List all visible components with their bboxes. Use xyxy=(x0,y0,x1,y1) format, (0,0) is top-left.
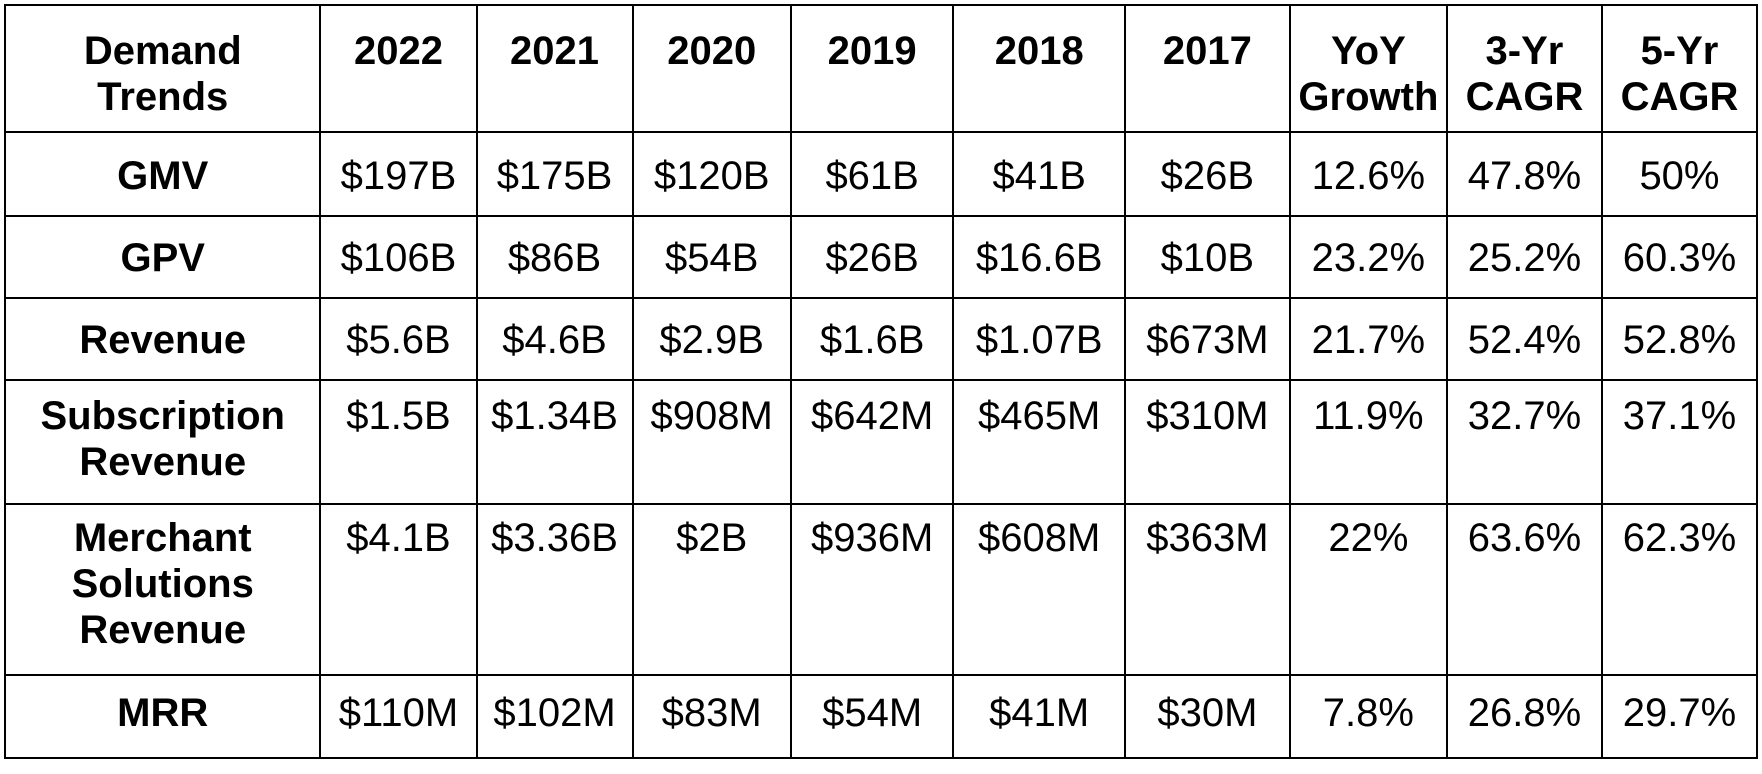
table-cell: 52.8% xyxy=(1600,297,1759,381)
row-label-gpv: GPV xyxy=(3,215,322,299)
header-text: 5-Yr xyxy=(1640,29,1719,73)
demand-trends-table: Demand Trends 2022 2021 2020 2019 2018 2… xyxy=(3,4,1759,759)
header-text: 3-Yr xyxy=(1485,29,1564,73)
table-cell: $4.1B xyxy=(319,503,478,676)
table-cell: $106B xyxy=(319,215,478,299)
table-cell: $120B xyxy=(631,131,792,217)
table-cell: $673M xyxy=(1123,297,1291,381)
table-row-subscription-revenue: Subscription Revenue $1.5B $1.34B $908M … xyxy=(3,379,1759,505)
table-cell: 12.6% xyxy=(1288,131,1448,217)
header-text: CAGR xyxy=(1465,75,1584,119)
row-label-gmv: GMV xyxy=(3,131,322,217)
row-label-merchant-solutions-revenue: Merchant Solutions Revenue xyxy=(3,503,322,676)
header-5yr-cagr: 5-Yr CAGR xyxy=(1600,4,1759,133)
header-2022: 2022 xyxy=(319,4,478,133)
table-cell: $2B xyxy=(631,503,792,676)
header-text: Demand xyxy=(83,29,242,73)
table-cell: $608M xyxy=(952,503,1126,676)
table-cell: $86B xyxy=(475,215,634,299)
table-cell: 32.7% xyxy=(1445,379,1603,505)
table-cell: 62.3% xyxy=(1600,503,1759,676)
table-cell: $83M xyxy=(631,674,792,759)
table-cell: $5.6B xyxy=(319,297,478,381)
header-row: Demand Trends 2022 2021 2020 2019 2018 2… xyxy=(3,4,1759,133)
table-cell: $175B xyxy=(475,131,634,217)
table-row-gmv: GMV $197B $175B $120B $61B $41B $26B 12.… xyxy=(3,131,1759,217)
table-cell: $26B xyxy=(789,215,955,299)
table-cell: $41B xyxy=(952,131,1126,217)
header-text: Growth xyxy=(1298,75,1439,119)
table-cell: $110M xyxy=(319,674,478,759)
table-cell: 21.7% xyxy=(1288,297,1448,381)
table-cell: $310M xyxy=(1123,379,1291,505)
table-cell: 29.7% xyxy=(1600,674,1759,759)
table-row-revenue: Revenue $5.6B $4.6B $2.9B $1.6B $1.07B $… xyxy=(3,297,1759,381)
table-cell: 52.4% xyxy=(1445,297,1603,381)
table-cell: $2.9B xyxy=(631,297,792,381)
table-cell: $16.6B xyxy=(952,215,1126,299)
row-label-mrr: MRR xyxy=(3,674,322,759)
table-cell: $465M xyxy=(952,379,1126,505)
table-cell: $41M xyxy=(952,674,1126,759)
header-2018: 2018 xyxy=(952,4,1126,133)
table-cell: $1.34B xyxy=(475,379,634,505)
table-cell: 22% xyxy=(1288,503,1448,676)
header-text: CAGR xyxy=(1620,75,1739,119)
table-cell: $102M xyxy=(475,674,634,759)
table-cell: $61B xyxy=(789,131,955,217)
table-cell: 23.2% xyxy=(1288,215,1448,299)
row-label-revenue: Revenue xyxy=(3,297,322,381)
table-cell: $363M xyxy=(1123,503,1291,676)
row-label-text: Revenue xyxy=(79,440,247,484)
table-cell: $10B xyxy=(1123,215,1291,299)
row-label-text: Merchant xyxy=(73,516,252,560)
row-label-subscription-revenue: Subscription Revenue xyxy=(3,379,322,505)
table-cell: $1.6B xyxy=(789,297,955,381)
table-cell: $908M xyxy=(631,379,792,505)
table-row-merchant-solutions-revenue: Merchant Solutions Revenue $4.1B $3.36B … xyxy=(3,503,1759,676)
table-cell: 26.8% xyxy=(1445,674,1603,759)
table-cell: 37.1% xyxy=(1600,379,1759,505)
header-3yr-cagr: 3-Yr CAGR xyxy=(1445,4,1603,133)
table-cell: 63.6% xyxy=(1445,503,1603,676)
table-cell: $197B xyxy=(319,131,478,217)
row-label-text: Solutions xyxy=(71,562,254,606)
row-label-text: Subscription xyxy=(40,394,285,438)
table-row-mrr: MRR $110M $102M $83M $54M $41M $30M 7.8%… xyxy=(3,674,1759,759)
header-text: Trends xyxy=(97,75,229,119)
table-cell: 50% xyxy=(1600,131,1759,217)
row-label-text: Revenue xyxy=(79,608,247,652)
header-2017: 2017 xyxy=(1123,4,1291,133)
table-cell: $26B xyxy=(1123,131,1291,217)
table-cell: $642M xyxy=(789,379,955,505)
header-2019: 2019 xyxy=(789,4,955,133)
table-cell: 7.8% xyxy=(1288,674,1448,759)
table-cell: $936M xyxy=(789,503,955,676)
table-cell: $1.5B xyxy=(319,379,478,505)
header-yoy-growth: YoY Growth xyxy=(1288,4,1448,133)
table-cell: 11.9% xyxy=(1288,379,1448,505)
header-demand-trends: Demand Trends xyxy=(3,4,322,133)
table-cell: $54M xyxy=(789,674,955,759)
table-cell: 47.8% xyxy=(1445,131,1603,217)
header-text: YoY xyxy=(1330,29,1406,73)
header-2020: 2020 xyxy=(631,4,792,133)
table-cell: 60.3% xyxy=(1600,215,1759,299)
table-cell: $4.6B xyxy=(475,297,634,381)
table-cell: 25.2% xyxy=(1445,215,1603,299)
table-row-gpv: GPV $106B $86B $54B $26B $16.6B $10B 23.… xyxy=(3,215,1759,299)
table-cell: $54B xyxy=(631,215,792,299)
header-2021: 2021 xyxy=(475,4,634,133)
table-cell: $1.07B xyxy=(952,297,1126,381)
table-cell: $3.36B xyxy=(475,503,634,676)
table-cell: $30M xyxy=(1123,674,1291,759)
